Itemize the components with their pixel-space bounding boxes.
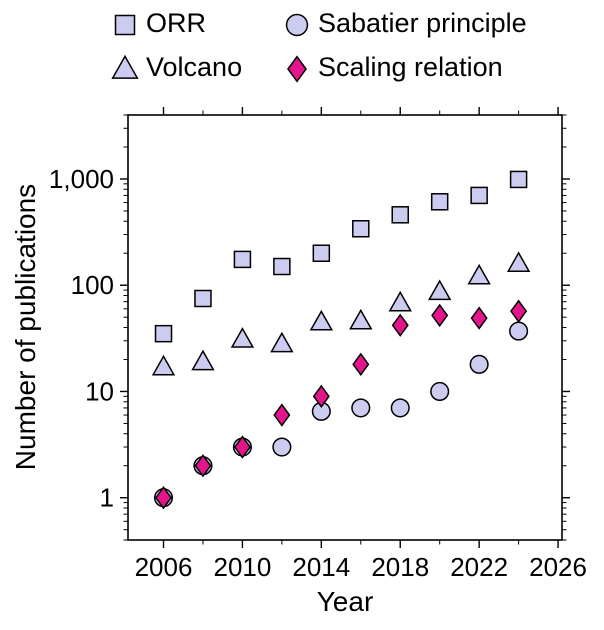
data-point-volcano xyxy=(270,331,294,353)
series-orr xyxy=(154,170,528,343)
legend-label-scaling: Scaling relation xyxy=(318,52,503,82)
data-point-scaling-relation xyxy=(194,454,212,478)
data-point-volcano xyxy=(230,327,255,348)
data-point-volcano xyxy=(428,279,452,301)
data-point-orr xyxy=(509,170,528,189)
data-point-scaling-relation xyxy=(273,403,291,427)
legend-item-scaling: Scaling relation xyxy=(282,52,527,83)
legend-label-volcano: Volcano xyxy=(146,52,243,82)
data-point-orr xyxy=(391,206,409,224)
diamond-marker-icon xyxy=(287,54,307,83)
x-tick-label: 2014 xyxy=(292,552,350,582)
y-tick-labels: 1 10 100 1,000 xyxy=(49,164,114,513)
legend-item-volcano: Volcano xyxy=(110,52,282,83)
data-point-scaling-relation xyxy=(391,313,409,337)
chart-legend: ORR Sabatier principle Volcano Scaling r… xyxy=(110,8,527,83)
legend-label-orr: ORR xyxy=(146,8,206,38)
data-point-volcano xyxy=(467,263,491,285)
y-tick-label: 1 xyxy=(100,483,114,513)
series-scaling-relation xyxy=(154,299,528,510)
x-tick-labels: 2006 2010 2014 2018 2022 2026 xyxy=(135,552,587,582)
data-point-sabatier-principle xyxy=(351,398,371,418)
data-point-orr xyxy=(194,289,212,308)
data-point-orr xyxy=(430,193,449,211)
y-tick-label: 100 xyxy=(71,270,114,300)
data-point-orr xyxy=(352,219,370,238)
data-point-scaling-relation xyxy=(510,299,528,323)
data-point-sabatier-principle xyxy=(390,398,410,418)
triangle-marker-icon xyxy=(111,54,139,79)
series-volcano xyxy=(151,251,531,376)
x-tick-label: 2018 xyxy=(371,552,429,582)
data-point-scaling-relation xyxy=(154,486,173,510)
data-point-scaling-relation xyxy=(470,306,488,330)
x-tick-label: 2026 xyxy=(529,552,587,582)
x-tick-label: 2022 xyxy=(450,552,508,582)
data-point-orr xyxy=(470,186,488,205)
data-point-volcano xyxy=(151,354,176,376)
x-axis-label: Year xyxy=(316,586,374,617)
series-sabatier-principle xyxy=(153,321,529,508)
y-tick-label: 10 xyxy=(85,376,114,406)
legend-label-sabatier: Sabatier principle xyxy=(318,8,527,38)
data-point-volcano xyxy=(506,251,531,273)
data-point-volcano xyxy=(191,349,215,371)
legend-item-orr: ORR xyxy=(110,8,282,39)
square-marker-icon xyxy=(114,14,136,35)
data-point-sabatier-principle xyxy=(272,437,292,457)
data-point-volcano xyxy=(349,308,373,330)
data-point-sabatier-principle xyxy=(509,321,529,341)
y-axis-label: Number of publications xyxy=(10,183,41,471)
data-point-orr xyxy=(233,250,252,269)
data-point-scaling-relation xyxy=(431,303,449,328)
data-point-scaling-relation xyxy=(352,352,370,377)
legend-item-sabatier: Sabatier principle xyxy=(282,8,527,39)
data-point-volcano xyxy=(309,309,334,331)
data-point-orr xyxy=(312,244,331,262)
plot-frame xyxy=(127,114,563,541)
circle-marker-icon xyxy=(285,13,309,36)
data-point-orr xyxy=(273,257,291,276)
x-tick-label: 2010 xyxy=(213,552,271,582)
data-point-sabatier-principle xyxy=(430,381,450,402)
data-point-scaling-relation xyxy=(233,435,251,459)
x-tick-label: 2006 xyxy=(135,552,193,582)
data-point-sabatier-principle xyxy=(469,354,489,374)
y-tick-label: 1,000 xyxy=(49,164,114,194)
data-point-orr xyxy=(154,324,173,343)
data-point-volcano xyxy=(388,290,412,312)
axis-ticks xyxy=(120,107,570,548)
data-point-scaling-relation xyxy=(312,384,330,409)
